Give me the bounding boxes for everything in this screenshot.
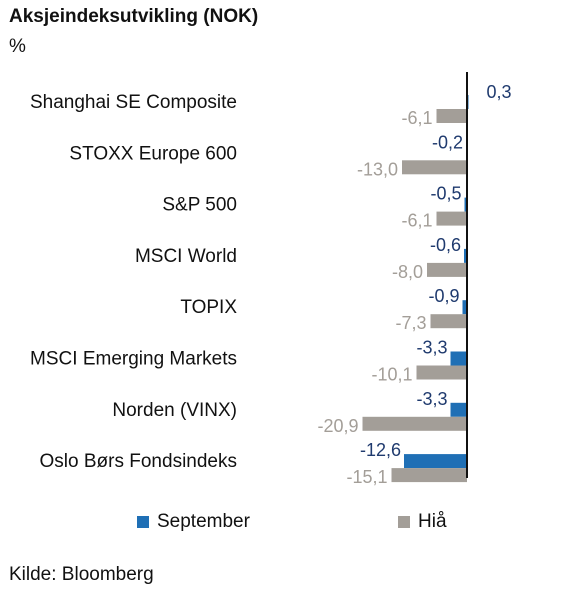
data-label-september: 0,3 (487, 82, 512, 102)
category-label: MSCI Emerging Markets (30, 349, 237, 370)
data-label-hia: -10,1 (371, 365, 412, 385)
bar-chart: Shanghai SE Composite 0,3 -6,1 STOXX Europe… (30, 72, 512, 487)
legend-label-hia: Hiå (418, 511, 447, 532)
data-label-september: -0,6 (430, 235, 461, 255)
chart-title: Aksjeindeksutvikling (NOK) (9, 6, 259, 27)
bar-hia (416, 365, 467, 380)
legend-swatch-september (137, 516, 149, 528)
legend: September Hiå (0, 511, 575, 535)
bar-hia (402, 160, 467, 175)
data-label-hia: -6,1 (401, 211, 432, 231)
data-label-september: -12,6 (360, 440, 401, 460)
category-label: Oslo Børs Fondsindeks (40, 451, 237, 472)
data-label-hia: -6,1 (401, 108, 432, 128)
source-note: Kilde: Bloomberg (9, 564, 154, 585)
legend-item-september: September (137, 511, 250, 533)
legend-swatch-hia (398, 516, 410, 528)
bar-hia (436, 211, 467, 226)
category-label: STOXX Europe 600 (69, 143, 237, 164)
data-label-hia: -7,3 (395, 313, 426, 333)
category-label: Norden (VINX) (112, 400, 237, 421)
category-label: Shanghai SE Composite (30, 92, 237, 113)
category-label: TOPIX (180, 297, 237, 318)
category-label: S&P 500 (162, 195, 237, 216)
bar-hia (427, 262, 467, 277)
data-label-september: -3,3 (416, 389, 447, 409)
data-label-hia: -20,9 (317, 416, 358, 436)
bar-hia (430, 314, 467, 329)
bar-september (404, 454, 467, 469)
bar-september (464, 197, 467, 212)
data-label-hia: -15,1 (346, 467, 387, 487)
bar-september (450, 351, 467, 366)
data-label-hia: -13,0 (357, 159, 398, 179)
bar-hia (391, 468, 467, 483)
bar-september (462, 300, 467, 315)
unit-label: % (9, 36, 26, 57)
data-label-september: -0,2 (432, 132, 463, 152)
data-label-hia: -8,0 (392, 262, 423, 282)
legend-item-hia: Hiå (398, 511, 447, 533)
legend-label-september: September (157, 511, 250, 532)
bar-hia (436, 109, 467, 123)
data-label-september: -3,3 (416, 338, 447, 358)
data-label-september: -0,9 (428, 286, 459, 306)
bar-september (464, 248, 467, 263)
bar-hia (362, 416, 467, 431)
bar-september (450, 402, 467, 417)
data-label-september: -0,5 (430, 184, 461, 204)
category-label: MSCI World (135, 246, 237, 267)
